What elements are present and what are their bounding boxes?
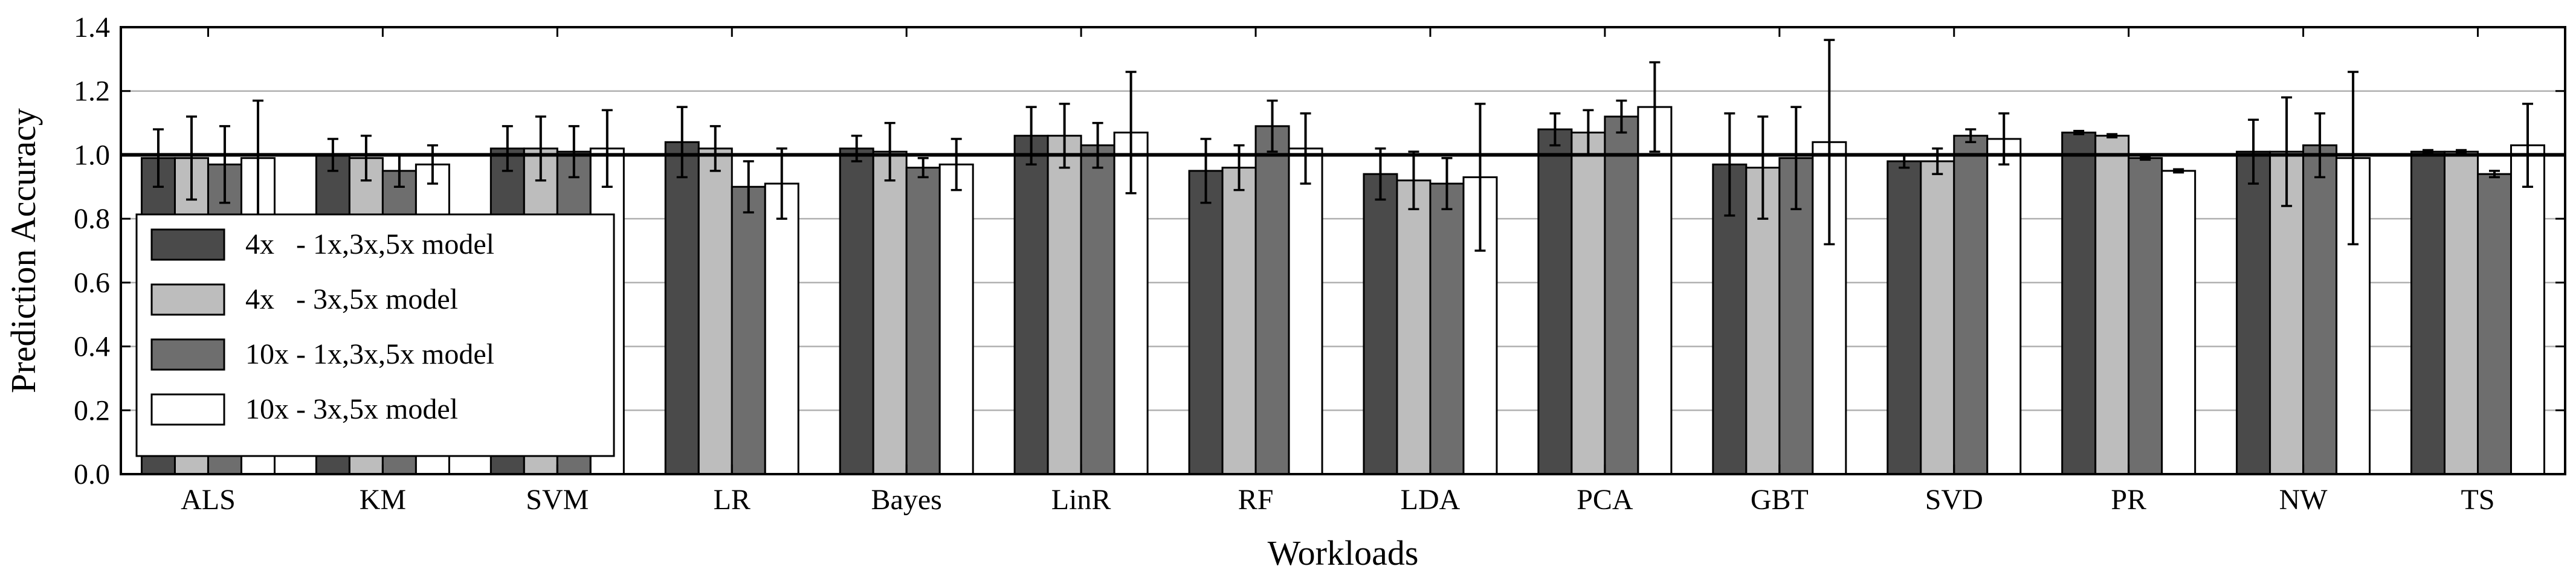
x-tick-label: GBT xyxy=(1751,484,1809,516)
bar xyxy=(1254,125,1290,475)
bar xyxy=(1221,167,1257,475)
bar xyxy=(2236,150,2271,475)
bar xyxy=(1429,182,1465,475)
x-tick-label: TS xyxy=(2461,484,2495,516)
legend-label: 4x - 1x,3x,5x model xyxy=(245,228,494,260)
bar xyxy=(2444,150,2479,475)
x-tick-label: NW xyxy=(2279,484,2328,516)
bar-group xyxy=(1188,99,1323,475)
y-tick-label: 1.2 xyxy=(74,75,110,108)
y-tick-label: 0.2 xyxy=(74,394,110,426)
legend-label: 4x - 3x,5x model xyxy=(245,283,458,315)
bar xyxy=(1887,160,1922,475)
x-tick-label: ALS xyxy=(181,484,236,516)
bar xyxy=(2128,157,2163,475)
x-tick-label: PR xyxy=(2111,484,2146,516)
x-tick-label: LR xyxy=(714,484,751,516)
y-tick-label: 1.4 xyxy=(74,11,110,43)
bar xyxy=(697,147,733,475)
bar-group xyxy=(839,121,974,475)
bar xyxy=(2094,135,2130,475)
bar xyxy=(1288,147,1323,475)
bar xyxy=(938,163,974,475)
bar-group xyxy=(2061,130,2197,475)
bar xyxy=(839,147,874,475)
y-axis-title: Prediction Accuracy xyxy=(4,108,43,393)
bar xyxy=(1537,128,1573,475)
x-tick-label: RF xyxy=(1238,484,1274,516)
bar xyxy=(1396,179,1432,475)
y-tick-label: 0.8 xyxy=(74,203,110,235)
bar xyxy=(1953,135,1989,475)
bar xyxy=(1080,144,1115,475)
bar xyxy=(905,167,941,475)
legend: 4x - 1x,3x,5x model 4x - 3x,5x model 10x -… xyxy=(135,213,615,457)
x-tick-label: SVD xyxy=(1925,484,1983,516)
x-tick-label: KM xyxy=(360,484,406,516)
legend-swatch xyxy=(150,393,225,426)
bar xyxy=(2510,144,2546,475)
bar xyxy=(1604,115,1639,475)
bar xyxy=(2477,173,2513,475)
bar xyxy=(1637,106,1673,475)
bar xyxy=(1047,135,1082,475)
bar xyxy=(2061,131,2097,475)
bar xyxy=(764,182,799,475)
bar xyxy=(2161,170,2197,475)
bar xyxy=(664,141,700,475)
y-tick-label: 0.0 xyxy=(74,458,110,490)
y-tick-label: 0.4 xyxy=(74,331,110,363)
legend-label: 10x - 3x,5x model xyxy=(245,393,458,425)
bar xyxy=(731,185,766,475)
x-axis-title: Workloads xyxy=(1268,533,1419,573)
y-tick-label: 0.6 xyxy=(74,267,110,299)
legend-swatch xyxy=(150,338,225,371)
bar xyxy=(872,150,908,475)
bar-group xyxy=(1887,112,2022,475)
bar-group xyxy=(1537,61,1673,475)
bar xyxy=(2302,144,2338,475)
legend-label: 10x - 1x,3x,5x model xyxy=(245,338,494,370)
bar xyxy=(1920,160,1955,475)
legend-swatch xyxy=(150,283,225,316)
bar xyxy=(2410,150,2446,475)
bar-group xyxy=(1013,71,1149,475)
plot-frame xyxy=(120,26,2566,475)
y-tick-label: 1.0 xyxy=(74,139,110,171)
bar-group xyxy=(2236,71,2371,475)
bar xyxy=(1188,170,1224,475)
bar-group xyxy=(664,106,799,475)
legend-swatch xyxy=(150,228,225,261)
x-tick-label: Bayes xyxy=(871,484,942,516)
bar xyxy=(1986,138,2022,475)
x-tick-label: LinR xyxy=(1051,484,1111,516)
bar xyxy=(1013,135,1049,475)
x-tick-label: PCA xyxy=(1577,484,1633,516)
bar xyxy=(1363,173,1398,475)
bar xyxy=(1570,131,1606,475)
bar-group xyxy=(1712,39,1847,475)
x-tick-label: LDA xyxy=(1401,484,1461,516)
axis-ticks: 0.0 0.2 0.4 0.6 0.8 1.0 1.2 1.4 ALS KM SVM LR Bayes L… xyxy=(74,11,2565,516)
x-tick-label: SVM xyxy=(526,484,589,516)
bar-group xyxy=(1363,103,1498,475)
bar-group xyxy=(2410,103,2546,475)
